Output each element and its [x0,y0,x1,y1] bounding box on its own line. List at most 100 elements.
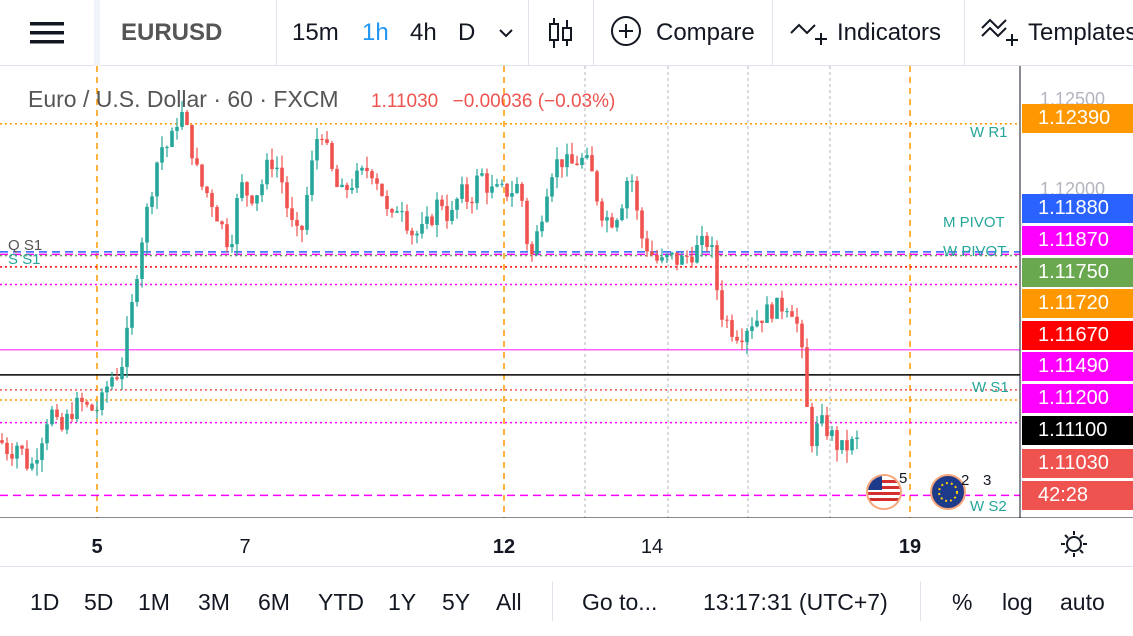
legend-title: Euro / U.S. Dollar · 60 · FXCM [28,86,339,112]
candle-body [285,182,289,209]
candle-body [615,220,619,228]
candle-body [460,184,464,199]
interval-4h[interactable]: 4h [410,19,437,46]
interval-1h[interactable]: 1h [362,19,389,46]
candle-body [210,193,214,208]
level-label-w-s2: W S2 [970,498,1007,515]
chevron-down-icon[interactable] [498,0,514,66]
plus-circle-icon [610,15,642,52]
templates-button[interactable]: Templates [980,0,1133,66]
templates-icon [980,14,1020,53]
candle-body [435,199,439,225]
candle-body [565,154,569,168]
candle-body [845,440,849,451]
candles-icon[interactable] [548,0,574,66]
range-1m[interactable]: 1M [138,589,170,615]
us-flag-icon[interactable] [866,474,902,510]
price-chart[interactable] [0,66,1133,518]
candle-body [255,195,259,204]
range-1y[interactable]: 1Y [388,589,417,615]
candle-body [125,327,129,367]
level-label-w-r1: W R1 [970,124,1008,141]
candle-body [790,311,794,317]
eu-events-count: 2 [961,472,970,489]
candle-body [680,255,684,265]
candle-body [15,445,19,459]
candle-body [220,221,224,225]
candle-body [340,184,344,187]
candle-body [315,138,319,161]
level-label-w-s1: W S1 [972,379,1009,396]
candle-body [320,138,324,140]
goto-date-button[interactable]: Go to... [582,589,658,615]
candle-body [325,139,329,144]
range-6m[interactable]: 6M [258,589,290,615]
range-ytd[interactable]: YTD [318,589,364,615]
range-1d[interactable]: 1D [30,589,60,615]
candle-body [500,183,504,185]
interval-15m[interactable]: 15m [292,19,339,46]
candle-body [625,181,629,209]
candle-body [275,167,279,170]
bottom-toolbar: 1D 5D 1M 3M 6M YTD 1Y 5Y All Go to... 13… [0,566,1133,636]
percent-scale-toggle[interactable]: % [952,589,973,615]
indicators-label: Indicators [837,19,942,46]
candle-body [370,171,374,179]
candle-body [610,217,614,228]
candle-body [715,245,719,291]
gear-icon[interactable] [1060,530,1088,563]
indicators-icon [789,15,829,52]
hamburger-menu-icon[interactable] [30,0,64,66]
candle-body [175,126,179,131]
time-label: 14 [640,536,664,558]
top-toolbar: EURUSD 15m 1h 4h D Compare Indicators Te… [0,0,1133,66]
candle-body [455,198,459,210]
candle-body [635,180,639,211]
range-5y[interactable]: 5Y [442,589,471,615]
candle-body [225,224,229,248]
candle-body [35,459,39,464]
timezone-clock[interactable]: 13:17:31 (UTC+7) [703,589,888,615]
candle-body [405,211,409,231]
range-5d[interactable]: 5D [84,589,114,615]
eu-flag-icon[interactable] [930,474,966,510]
candle-body [450,209,454,221]
candle-body [440,199,444,207]
log-scale-toggle[interactable]: log [1002,589,1033,615]
candle-body [580,157,584,165]
candle-body [675,252,679,265]
candle-body [170,130,174,147]
compare-button[interactable]: Compare [610,0,755,66]
candle-body [45,424,49,444]
candle-body [165,146,169,148]
candle-body [75,397,79,419]
candle-body [85,401,89,405]
candle-body [185,111,189,125]
templates-label: Templates [1028,19,1133,46]
range-all[interactable]: All [496,589,522,615]
candle-body [535,231,539,255]
symbol-search-button[interactable]: EURUSD [121,19,223,46]
candle-body [685,255,689,257]
candle-body [765,304,769,323]
candle-body [160,147,164,163]
compare-label: Compare [656,19,755,46]
auto-scale-toggle[interactable]: auto [1060,589,1105,615]
candle-body [840,440,844,450]
candle-body [90,404,94,411]
candle-body [785,311,789,313]
candle-body [310,160,314,195]
candle-body [640,210,644,239]
chart-pane[interactable] [0,66,1133,518]
candle-body [645,238,649,252]
range-3m[interactable]: 3M [198,589,230,615]
candle-body [55,409,59,418]
candle-body [245,182,249,196]
indicators-button[interactable]: Indicators [789,0,941,66]
candle-body [230,244,234,248]
eu-events-count: 3 [983,472,992,489]
candle-body [250,195,254,204]
candle-body [395,211,399,213]
candle-body [485,173,489,193]
interval-d[interactable]: D [458,19,476,46]
